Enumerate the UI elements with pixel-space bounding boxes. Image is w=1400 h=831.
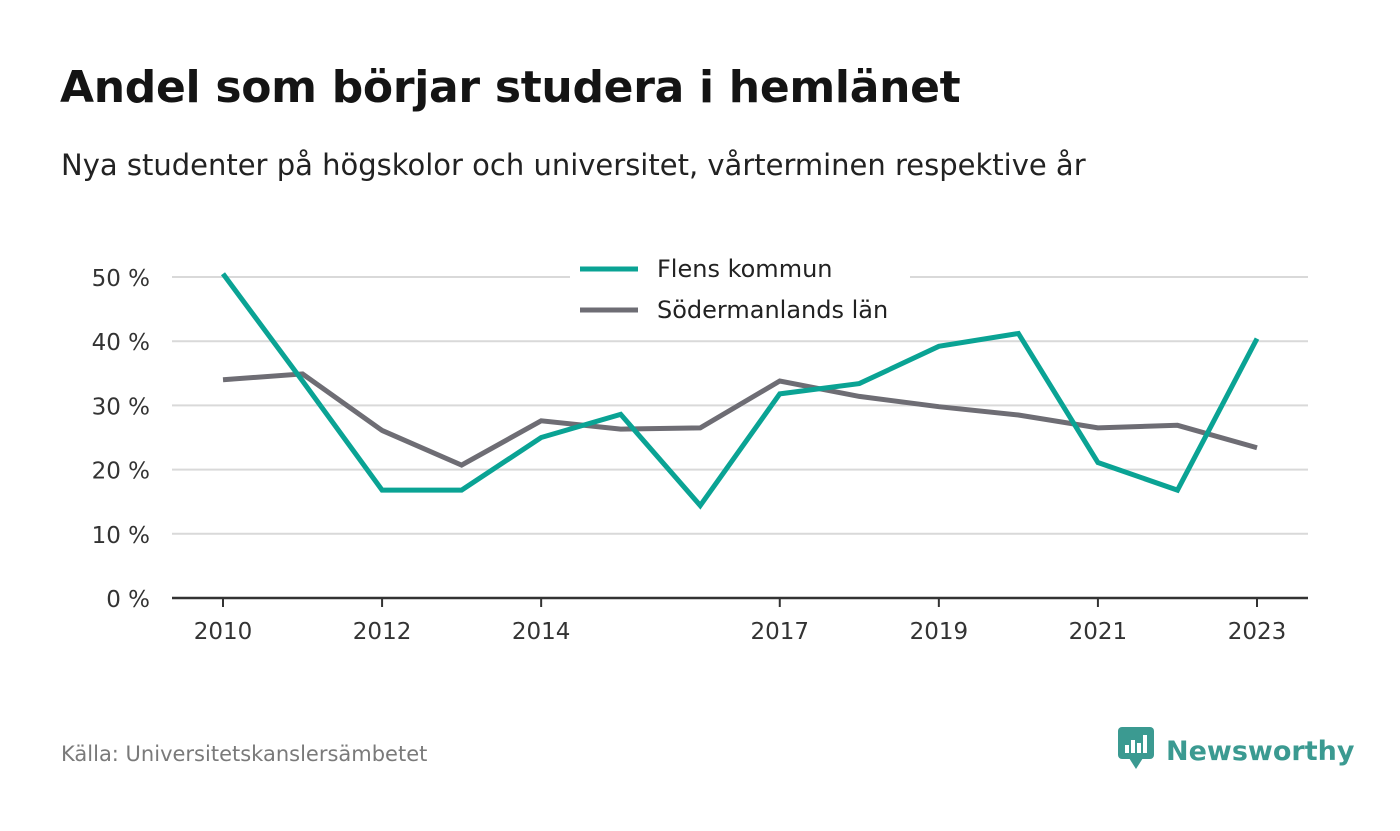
y-tick-label: 20 % xyxy=(92,459,150,485)
legend-label: Södermanlands län xyxy=(657,296,888,324)
legend-background xyxy=(570,251,910,279)
y-tick-label: 50 % xyxy=(92,266,150,292)
brand-name: Newsworthy xyxy=(1166,735,1355,767)
x-tick-label: 2012 xyxy=(353,619,412,645)
x-tick-label: 2010 xyxy=(194,619,253,645)
y-tick-label: 0 % xyxy=(106,587,150,613)
chart-title: Andel som börjar studera i hemlänet xyxy=(60,62,961,113)
y-axis-ticks: 0 % 10 % 20 % 30 % 40 % 50 % xyxy=(92,266,150,613)
series-line-flens-kommun xyxy=(220,272,1260,510)
x-tick-label: 2021 xyxy=(1069,619,1128,645)
brand-logo[interactable]: Newsworthy xyxy=(1118,727,1354,775)
chart-subtitle: Nya studenter på högskolor och universit… xyxy=(61,148,1086,182)
x-tick-label: 2019 xyxy=(910,619,969,645)
y-tick-label: 30 % xyxy=(92,394,150,420)
y-tick-label: 10 % xyxy=(92,523,150,549)
source-note: Källa: Universitetskanslersämbetet xyxy=(61,742,428,766)
x-tick-label: 2023 xyxy=(1228,619,1287,645)
x-axis: 2010 2012 2014 2017 2019 2021 2023 xyxy=(172,596,1308,645)
legend: Flens kommun Södermanlands län xyxy=(570,251,910,324)
x-tick-label: 2017 xyxy=(750,619,809,645)
series-line-sodermanlands-lan xyxy=(222,371,1258,468)
newsworthy-logo-icon xyxy=(1118,727,1154,775)
x-tick-label: 2014 xyxy=(512,619,571,645)
series-lines xyxy=(220,272,1260,510)
y-tick-label: 40 % xyxy=(92,330,150,356)
legend-label: Flens kommun xyxy=(657,255,833,283)
